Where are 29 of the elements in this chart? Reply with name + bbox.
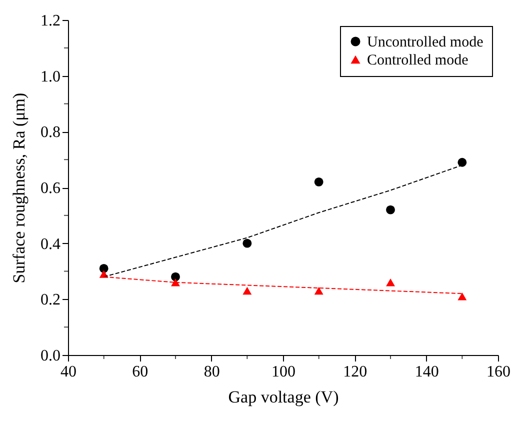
y-tick-label: 0.4 <box>40 236 60 253</box>
y-tick-label: 0.2 <box>40 292 60 309</box>
point <box>386 205 395 214</box>
point <box>314 177 324 186</box>
x-tick-label: 140 <box>414 364 439 380</box>
y-axis-title: Surface roughness, Ra (μm) <box>10 92 28 284</box>
point <box>386 278 395 286</box>
x-tick-label: 40 <box>60 364 76 380</box>
y-tick-label: 1.0 <box>40 68 60 86</box>
x-tick-label: 120 <box>343 364 368 380</box>
x-tick-label: 160 <box>486 364 510 380</box>
x-tick-label: 60 <box>132 364 148 380</box>
point <box>99 264 108 273</box>
point <box>458 292 467 300</box>
legend-label: Uncontrolled mode <box>367 34 484 50</box>
y-tick-label: 0.6 <box>40 180 60 197</box>
point <box>458 158 467 167</box>
point <box>242 286 252 295</box>
y-tick-label: 0.8 <box>40 124 60 142</box>
point <box>242 238 252 248</box>
point <box>171 278 180 286</box>
point <box>171 272 180 282</box>
x-tick-label: 100 <box>272 364 296 380</box>
x-axis-title: Gap voltage (V) <box>228 388 339 406</box>
y-tick-label: 0.0 <box>40 348 60 364</box>
x-tick-label: 80 <box>204 364 220 380</box>
legend-label: Controlled mode <box>367 52 469 68</box>
y-tick-label: 1.2 <box>40 12 60 30</box>
point <box>314 286 324 295</box>
